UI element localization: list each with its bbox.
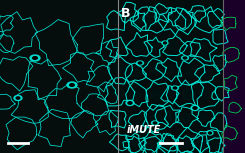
Ellipse shape — [165, 65, 175, 75]
Ellipse shape — [181, 17, 190, 26]
Ellipse shape — [172, 86, 179, 90]
Ellipse shape — [163, 139, 171, 147]
Bar — [223, 0, 245, 153]
Ellipse shape — [134, 18, 142, 25]
Ellipse shape — [138, 62, 142, 64]
Ellipse shape — [153, 122, 157, 124]
Ellipse shape — [114, 63, 126, 75]
Ellipse shape — [183, 88, 194, 100]
Ellipse shape — [129, 139, 137, 147]
Ellipse shape — [112, 87, 124, 99]
Ellipse shape — [185, 136, 196, 147]
Ellipse shape — [140, 13, 149, 22]
Ellipse shape — [212, 141, 220, 149]
Ellipse shape — [201, 113, 208, 121]
Ellipse shape — [124, 9, 132, 17]
Ellipse shape — [150, 43, 158, 51]
Ellipse shape — [30, 55, 40, 61]
Ellipse shape — [207, 131, 213, 135]
Ellipse shape — [180, 141, 188, 149]
Ellipse shape — [203, 69, 211, 78]
Ellipse shape — [158, 9, 166, 17]
Ellipse shape — [196, 139, 204, 147]
Ellipse shape — [114, 115, 122, 123]
Ellipse shape — [216, 119, 224, 127]
Ellipse shape — [216, 34, 224, 42]
Ellipse shape — [149, 138, 158, 147]
Ellipse shape — [211, 14, 219, 22]
Ellipse shape — [208, 132, 211, 134]
Ellipse shape — [165, 140, 173, 148]
Ellipse shape — [200, 88, 211, 99]
Bar — [0, 0, 118, 153]
Ellipse shape — [151, 121, 159, 125]
Ellipse shape — [166, 91, 173, 98]
Ellipse shape — [216, 59, 224, 67]
Ellipse shape — [133, 69, 141, 78]
Ellipse shape — [14, 95, 22, 101]
Ellipse shape — [113, 43, 122, 52]
Ellipse shape — [67, 82, 77, 88]
Ellipse shape — [150, 65, 159, 73]
Ellipse shape — [193, 9, 201, 17]
Ellipse shape — [136, 61, 144, 65]
Ellipse shape — [173, 87, 177, 89]
Ellipse shape — [133, 141, 141, 149]
Ellipse shape — [186, 67, 196, 78]
Ellipse shape — [182, 56, 188, 60]
Ellipse shape — [202, 137, 214, 149]
Ellipse shape — [183, 57, 187, 59]
Ellipse shape — [135, 118, 144, 126]
Ellipse shape — [150, 89, 162, 101]
Ellipse shape — [70, 84, 74, 86]
Ellipse shape — [193, 107, 197, 109]
Ellipse shape — [116, 138, 123, 146]
Ellipse shape — [33, 57, 37, 59]
Text: iMUTE: iMUTE — [127, 125, 161, 135]
Ellipse shape — [131, 90, 141, 100]
Ellipse shape — [128, 102, 132, 104]
Ellipse shape — [151, 114, 161, 124]
Ellipse shape — [146, 141, 154, 149]
Bar — [118, 0, 223, 153]
Ellipse shape — [197, 44, 208, 54]
Ellipse shape — [201, 16, 212, 27]
Ellipse shape — [163, 42, 167, 44]
Ellipse shape — [148, 15, 159, 26]
Ellipse shape — [16, 97, 20, 99]
Ellipse shape — [134, 41, 144, 51]
Ellipse shape — [126, 101, 134, 106]
Text: B: B — [121, 7, 131, 20]
Ellipse shape — [186, 44, 193, 52]
Ellipse shape — [216, 89, 224, 97]
Ellipse shape — [167, 15, 178, 26]
Ellipse shape — [191, 106, 199, 110]
Ellipse shape — [181, 113, 190, 122]
Ellipse shape — [164, 112, 173, 121]
Ellipse shape — [169, 42, 179, 51]
Ellipse shape — [175, 13, 184, 22]
Ellipse shape — [113, 17, 122, 26]
Ellipse shape — [162, 41, 168, 45]
